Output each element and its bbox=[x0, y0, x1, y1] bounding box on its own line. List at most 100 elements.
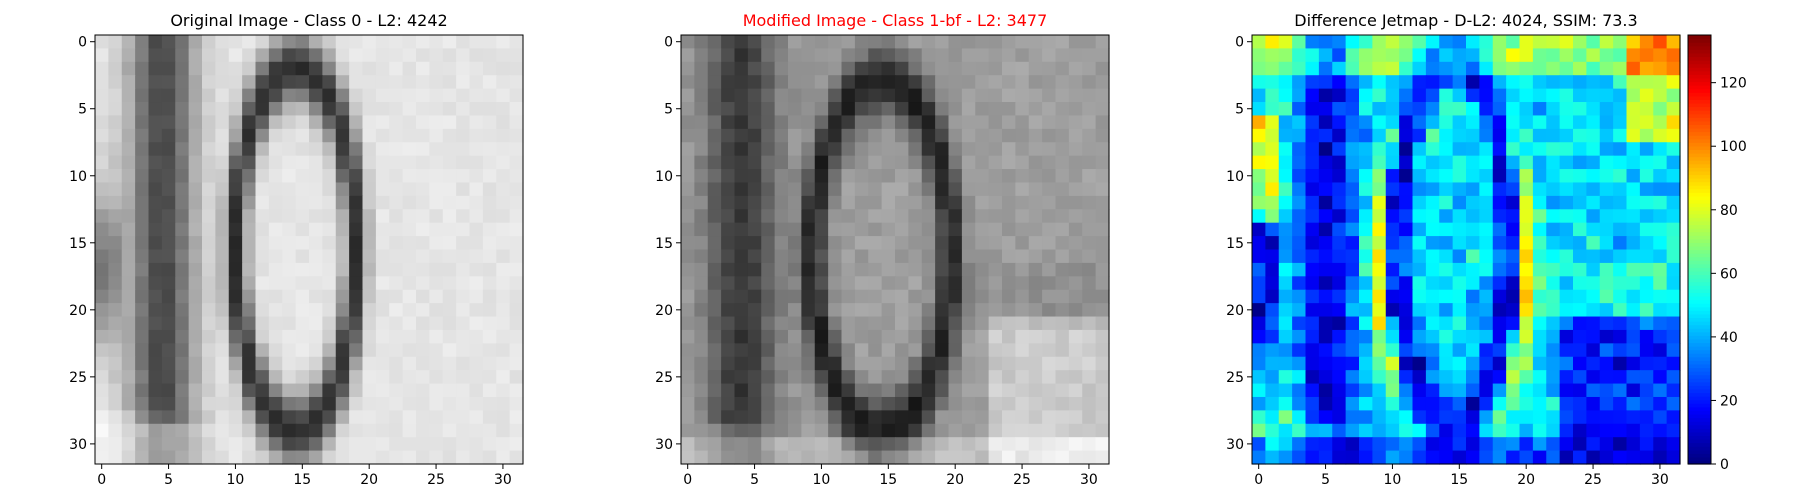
pixel-cell bbox=[681, 88, 695, 103]
pixel-cell bbox=[1042, 209, 1057, 224]
pixel-cell bbox=[1332, 115, 1347, 130]
pixel-cell bbox=[761, 450, 776, 465]
colorbar-segment bbox=[1688, 192, 1711, 197]
pixel-cell bbox=[295, 262, 310, 277]
pixel-cell bbox=[935, 102, 950, 117]
pixel-cell bbox=[1305, 423, 1320, 438]
pixel-cell bbox=[1359, 370, 1373, 385]
pixel-cell bbox=[202, 262, 216, 277]
pixel-cell bbox=[921, 142, 936, 157]
pixel-cell bbox=[1639, 169, 1654, 184]
pixel-cell bbox=[469, 75, 484, 90]
pixel-cell bbox=[921, 343, 936, 358]
pixel-cell bbox=[801, 249, 816, 264]
pixel-cell bbox=[1359, 316, 1373, 331]
pixel-cell bbox=[1015, 209, 1030, 224]
pixel-cell bbox=[1412, 222, 1427, 237]
pixel-cell bbox=[429, 356, 444, 371]
pixel-cell bbox=[442, 75, 457, 90]
pixel-cell bbox=[295, 155, 310, 170]
pixel-cell bbox=[681, 102, 695, 117]
pixel-cell bbox=[108, 329, 123, 344]
pixel-cell bbox=[202, 155, 216, 170]
pixel-cell bbox=[1532, 370, 1547, 385]
pixel-cell bbox=[921, 209, 936, 224]
x-tick-label: 25 bbox=[1584, 472, 1602, 488]
pixel-cell bbox=[761, 48, 776, 63]
pixel-cell bbox=[496, 289, 511, 304]
pixel-cell bbox=[1265, 450, 1280, 465]
pixel-cell bbox=[1385, 343, 1400, 358]
pixel-cell bbox=[295, 329, 310, 344]
pixel-cell bbox=[1626, 289, 1641, 304]
pixel-cell bbox=[747, 343, 762, 358]
pixel-cell bbox=[707, 276, 722, 291]
panel-original-image: Original Image - Class 0 - L2: 4242 0 5 10… bbox=[69, 11, 524, 488]
pixel-cell bbox=[1278, 182, 1293, 197]
colorbar-segment bbox=[1688, 446, 1711, 451]
pixel-cell bbox=[1412, 262, 1427, 277]
pixel-cell bbox=[1425, 222, 1440, 237]
pixel-cell bbox=[242, 383, 257, 398]
pixel-cell bbox=[1068, 410, 1083, 425]
pixel-cell bbox=[881, 410, 896, 425]
pixel-cell bbox=[1613, 383, 1628, 398]
pixel-cell bbox=[1466, 195, 1480, 210]
pixel-cell bbox=[1466, 396, 1480, 411]
pixel-cell bbox=[1519, 236, 1534, 251]
pixel-cell bbox=[1546, 289, 1561, 304]
pixel-cell bbox=[1095, 115, 1110, 130]
pixel-cell bbox=[202, 276, 216, 291]
pixel-cell bbox=[121, 115, 136, 130]
pixel-cell bbox=[1372, 182, 1387, 197]
pixel-cell bbox=[416, 222, 430, 237]
pixel-cell bbox=[362, 222, 377, 237]
colorbar-segment bbox=[1688, 435, 1711, 440]
pixel-cell bbox=[175, 276, 190, 291]
colorbar-tick-label: 80 bbox=[1720, 203, 1738, 219]
pixel-cell bbox=[1252, 48, 1266, 63]
pixel-cell bbox=[309, 276, 323, 291]
pixel-cell bbox=[1425, 356, 1440, 371]
pixel-cell bbox=[1519, 209, 1534, 224]
pixel-cell bbox=[429, 182, 444, 197]
pixel-cell bbox=[814, 155, 829, 170]
pixel-cell bbox=[402, 142, 417, 157]
pixel-cell bbox=[469, 316, 484, 331]
pixel-cell bbox=[509, 155, 524, 170]
pixel-cell bbox=[389, 88, 404, 103]
pixel-cell bbox=[1506, 155, 1521, 170]
pixel-cell bbox=[188, 75, 203, 90]
pixel-cell bbox=[908, 423, 923, 438]
pixel-cell bbox=[268, 289, 283, 304]
pixel-cell bbox=[416, 169, 430, 184]
pixel-cell bbox=[1666, 276, 1681, 291]
pixel-cell bbox=[416, 35, 430, 50]
pixel-cell bbox=[1385, 155, 1400, 170]
pixel-cell bbox=[988, 182, 1003, 197]
pixel-cell bbox=[1372, 155, 1387, 170]
pixel-cell bbox=[1425, 289, 1440, 304]
pixel-cell bbox=[268, 155, 283, 170]
pixel-cell bbox=[1479, 128, 1494, 143]
pixel-cell bbox=[908, 182, 923, 197]
pixel-cell bbox=[1653, 102, 1668, 117]
pixel-cell bbox=[1439, 383, 1454, 398]
pixel-cell bbox=[402, 383, 417, 398]
pixel-cell bbox=[814, 209, 829, 224]
pixel-cell bbox=[1278, 303, 1293, 318]
pixel-cell bbox=[309, 115, 323, 130]
pixel-cell bbox=[402, 262, 417, 277]
colorbar-segment bbox=[1688, 285, 1711, 290]
pixel-cell bbox=[975, 222, 990, 237]
pixel-cell bbox=[1252, 102, 1266, 117]
pixel-cell bbox=[1359, 155, 1373, 170]
pixel-cell bbox=[1278, 209, 1293, 224]
pixel-cell bbox=[1345, 169, 1360, 184]
pixel-cell bbox=[1002, 303, 1016, 318]
pixel-cell bbox=[814, 195, 829, 210]
pixel-cell bbox=[202, 195, 216, 210]
pixel-cell bbox=[442, 182, 457, 197]
pixel-cell bbox=[948, 249, 963, 264]
pixel-cell bbox=[1626, 316, 1641, 331]
